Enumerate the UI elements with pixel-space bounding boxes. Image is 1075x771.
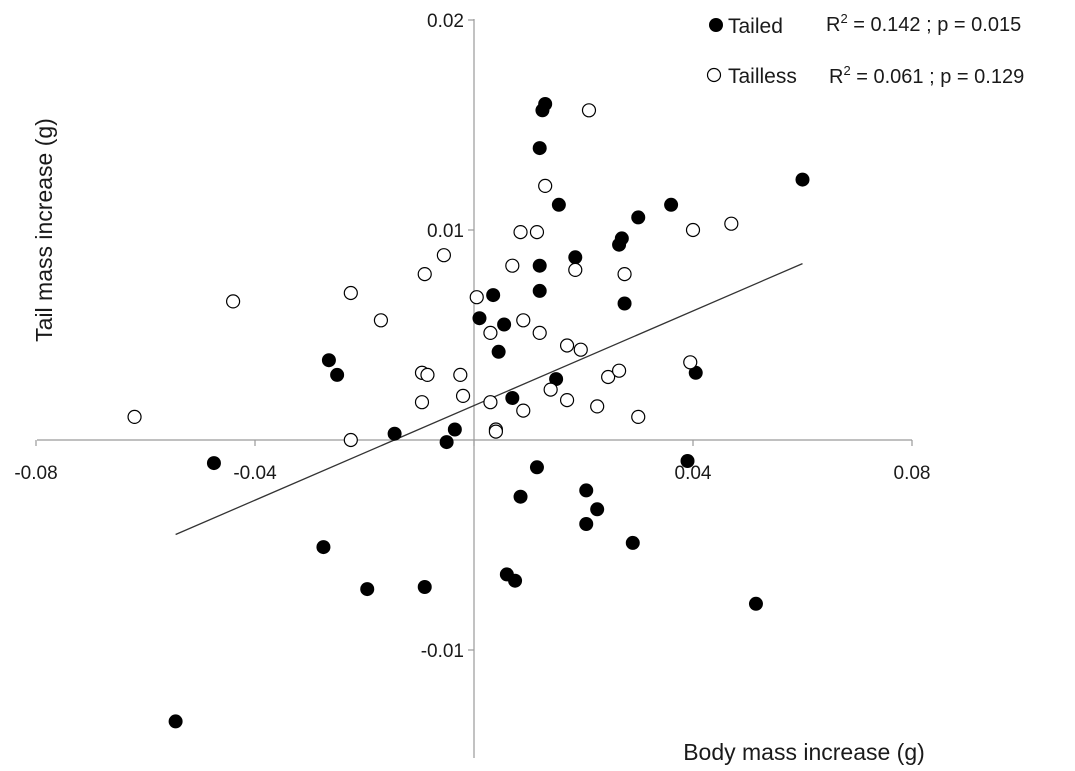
tailless-point bbox=[483, 395, 498, 410]
tailed-point bbox=[513, 489, 528, 504]
tailed-point bbox=[664, 197, 679, 212]
tailed-point bbox=[447, 422, 462, 437]
tailless-point bbox=[505, 258, 520, 273]
tailless-point bbox=[543, 382, 558, 397]
tailed-point bbox=[532, 141, 547, 156]
tailless-point bbox=[469, 290, 484, 305]
legend: Tailed R2 = 0.142 ; p = 0.015 Tailless R… bbox=[706, 11, 1024, 88]
tailed-point bbox=[795, 172, 810, 187]
tailed-point bbox=[168, 714, 183, 729]
tailed-point bbox=[549, 372, 564, 387]
tailless-point bbox=[516, 313, 531, 328]
legend-label-tailless: Tailless bbox=[728, 65, 797, 88]
stat-tailless-r2: 0.061 bbox=[873, 66, 923, 88]
tailless-point bbox=[436, 248, 451, 263]
tailed-point bbox=[330, 367, 345, 382]
tailed-point bbox=[439, 435, 454, 450]
tailless-point bbox=[529, 225, 545, 240]
tailed-point bbox=[206, 456, 221, 471]
stat-tailed-r2: 0.142 bbox=[870, 14, 920, 36]
tailed-point bbox=[538, 97, 553, 111]
tailless-point bbox=[343, 285, 358, 301]
tailless-point bbox=[455, 388, 471, 403]
tailless-point bbox=[590, 399, 605, 414]
tailed-point bbox=[568, 250, 583, 265]
tailless-point bbox=[559, 393, 575, 408]
tailless-point bbox=[581, 103, 597, 118]
x-tick-label: -0.04 bbox=[233, 463, 277, 484]
tailless-point bbox=[453, 367, 468, 382]
x-axis-title: Body mass increase (g) bbox=[683, 739, 925, 765]
tick-labels: -0.08 -0.04 0.04 0.08 0.02 0.01 -0.01 bbox=[14, 11, 930, 662]
stat-tailless: R2 = 0.061 ; p = 0.129 bbox=[829, 63, 1024, 88]
tailless-point bbox=[488, 424, 503, 439]
tailed-point bbox=[321, 353, 336, 368]
tailed-point bbox=[486, 288, 501, 303]
tailless-point bbox=[513, 225, 528, 240]
tailless-point bbox=[724, 216, 739, 231]
tailless-point bbox=[420, 367, 435, 382]
tailed-point bbox=[417, 580, 432, 594]
tailless-point bbox=[343, 432, 358, 448]
tailed-point bbox=[631, 210, 646, 225]
stat-tailed-p: 0.015 bbox=[971, 14, 1021, 36]
tailed-point bbox=[748, 596, 763, 611]
tailed-point bbox=[688, 365, 703, 380]
x-tick-label: 0.08 bbox=[894, 463, 931, 484]
axes bbox=[35, 19, 913, 758]
tailless-point bbox=[226, 294, 241, 309]
tailed-point bbox=[532, 283, 547, 298]
tailed-point bbox=[625, 535, 640, 550]
tailless-point bbox=[373, 313, 389, 328]
tailless-point bbox=[516, 403, 531, 418]
tailed-point bbox=[387, 426, 402, 441]
legend-marker-tailless bbox=[706, 67, 722, 83]
tailless-point bbox=[568, 262, 583, 277]
tailed-point bbox=[316, 540, 331, 555]
tailed-point bbox=[529, 460, 544, 475]
tailed-point bbox=[617, 296, 632, 311]
y-tick-label: 0.02 bbox=[427, 11, 464, 32]
tailed-point bbox=[680, 454, 695, 468]
tailless-point bbox=[559, 338, 575, 353]
tailless-point bbox=[414, 395, 430, 410]
tailless-point bbox=[417, 267, 432, 282]
tailless-point bbox=[483, 325, 498, 340]
y-axis-title: Tail mass increase (g) bbox=[31, 118, 57, 342]
tailed-point bbox=[551, 197, 566, 212]
tailed-point bbox=[491, 344, 506, 359]
data-points bbox=[127, 97, 810, 729]
tailed-point bbox=[505, 391, 520, 405]
stat-tailless-p: 0.129 bbox=[974, 66, 1024, 88]
tailed-point bbox=[579, 517, 594, 531]
legend-label-tailed: Tailed bbox=[728, 15, 783, 38]
tailed-point bbox=[508, 573, 523, 588]
stat-tailed: R2 = 0.142 ; p = 0.015 bbox=[826, 11, 1021, 36]
tailless-point bbox=[685, 222, 701, 238]
tailless-point bbox=[617, 267, 632, 282]
x-tick-label: -0.08 bbox=[14, 463, 57, 484]
tailed-point bbox=[472, 311, 487, 326]
tailed-point bbox=[497, 317, 512, 332]
tailless-point bbox=[683, 355, 698, 370]
tailless-point bbox=[601, 369, 616, 385]
tailed-point bbox=[360, 582, 375, 597]
x-tick-label: 0.04 bbox=[675, 463, 712, 484]
tailed-point bbox=[532, 258, 547, 273]
tailless-point bbox=[538, 178, 553, 193]
tailed-point bbox=[614, 231, 629, 246]
tailed-point bbox=[590, 502, 605, 517]
tailless-point bbox=[127, 409, 142, 424]
y-tick-label: -0.01 bbox=[421, 641, 464, 662]
tailless-point bbox=[573, 342, 588, 357]
tailed-point bbox=[579, 483, 594, 498]
tailless-point bbox=[631, 409, 646, 424]
tailless-point bbox=[532, 325, 547, 340]
tailless-point bbox=[611, 363, 627, 378]
legend-marker-tailed bbox=[709, 18, 723, 32]
y-tick-label: 0.01 bbox=[427, 221, 464, 242]
